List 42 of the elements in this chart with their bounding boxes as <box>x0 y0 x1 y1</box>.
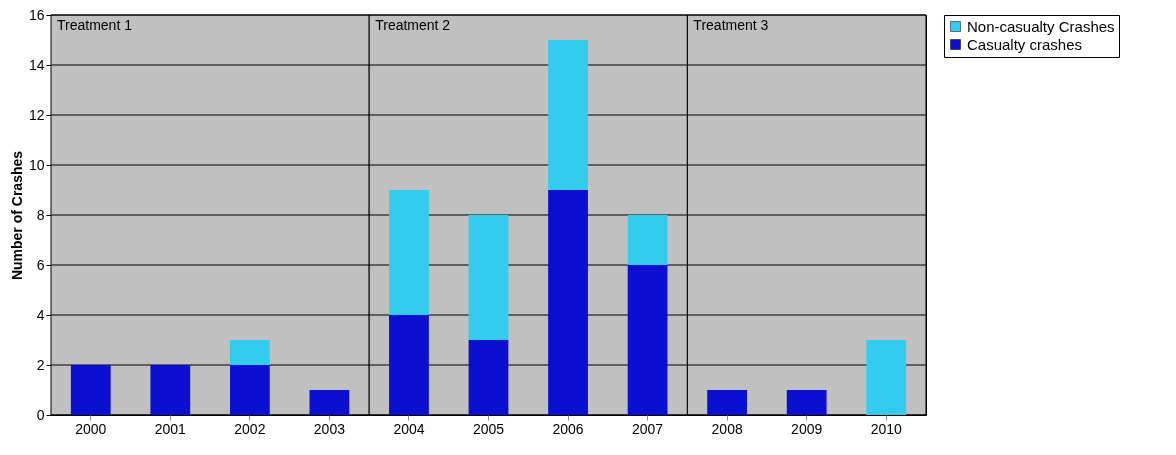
x-tick-label: 2005 <box>472 420 505 437</box>
bar <box>468 215 509 340</box>
bar <box>786 390 827 415</box>
bar <box>707 390 748 415</box>
x-tick-label: 2007 <box>632 420 664 437</box>
x-tick-label: 2009 <box>791 420 823 437</box>
x-tick-label: 2004 <box>393 420 425 437</box>
legend-label: Non-casualty Crashes <box>967 17 1115 35</box>
y-tick-label: 2 <box>36 356 45 373</box>
y-tick-label: 14 <box>28 56 45 73</box>
bar <box>627 265 668 415</box>
legend-label: Casualty crashes <box>967 35 1083 53</box>
bar <box>627 215 668 265</box>
y-tick-label: 4 <box>36 306 45 323</box>
y-tick-label: 8 <box>36 206 45 223</box>
band-label: Treatment 2 <box>375 17 451 33</box>
y-tick-label: 10 <box>28 156 45 173</box>
bar <box>150 365 191 415</box>
x-tick-label: 2006 <box>552 420 584 437</box>
bar <box>548 190 588 415</box>
y-tick-label: 0 <box>36 406 45 423</box>
bar <box>389 190 429 315</box>
bar <box>70 365 111 415</box>
bar <box>229 340 270 365</box>
x-tick-label: 2010 <box>870 420 903 437</box>
x-tick-label: 2002 <box>234 420 266 437</box>
x-tick-label: 2003 <box>313 420 346 437</box>
bar <box>468 340 509 415</box>
y-tick-label: 6 <box>36 256 45 273</box>
bar <box>389 315 429 415</box>
bar <box>866 340 907 415</box>
x-tick-label: 2001 <box>154 420 187 437</box>
x-tick-label: 2000 <box>75 420 107 437</box>
bar <box>309 390 350 415</box>
bar <box>548 40 588 190</box>
y-tick-label: 12 <box>28 106 45 123</box>
y-axis-title: Number of Crashes <box>8 150 25 281</box>
bar <box>229 365 270 415</box>
x-tick-label: 2008 <box>711 420 743 437</box>
band-label: Treatment 1 <box>57 17 133 33</box>
band-label: Treatment 3 <box>693 17 769 33</box>
y-tick-label: 16 <box>28 6 45 23</box>
